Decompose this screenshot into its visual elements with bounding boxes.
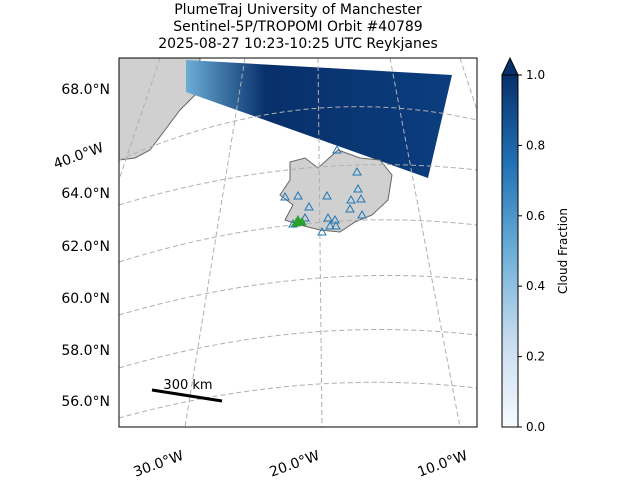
scale-bar-label: 300 km bbox=[163, 378, 212, 393]
lat-label: 62.0°N bbox=[61, 239, 110, 255]
colorbar-tick-label: 0.2 bbox=[526, 350, 545, 364]
volcano-marker bbox=[317, 226, 327, 236]
source-marker bbox=[297, 216, 307, 226]
lon-label: 20.0°W bbox=[267, 448, 321, 480]
cloud-swath bbox=[186, 60, 452, 178]
volcano-marker bbox=[346, 194, 356, 204]
volcano-marker bbox=[304, 201, 314, 211]
map-frame bbox=[118, 57, 478, 428]
colorbar-ticks: 0.0 0.2 0.4 0.6 0.8 1.0 bbox=[518, 68, 545, 434]
title-line: PlumeTraj University of Manchester bbox=[174, 2, 422, 18]
source-marker bbox=[291, 217, 301, 227]
volcano-marker bbox=[322, 190, 332, 200]
lat-label: 64.0°N bbox=[61, 186, 110, 202]
colorbar-label: Cloud Fraction bbox=[556, 208, 570, 294]
colorbar-tick-label: 0.0 bbox=[526, 420, 545, 434]
volcano-marker bbox=[345, 203, 355, 213]
colorbar-tick-label: 1.0 bbox=[526, 68, 545, 82]
volcano-marker bbox=[325, 220, 335, 230]
lat-label: 58.0°N bbox=[61, 343, 110, 359]
volcanoes bbox=[280, 144, 367, 236]
volcano-marker bbox=[293, 190, 303, 200]
volcano-marker bbox=[280, 191, 290, 201]
colorbar-tick-label: 0.6 bbox=[526, 209, 545, 223]
colorbar-tick-label: 0.4 bbox=[526, 279, 545, 293]
map bbox=[119, 58, 477, 427]
volcano-marker bbox=[356, 193, 366, 203]
volcano-marker bbox=[357, 209, 367, 219]
volcano-marker bbox=[352, 166, 362, 176]
lat-label: 56.0°N bbox=[61, 394, 110, 410]
title-line: Sentinel-5P/TROPOMI Orbit #40789 bbox=[173, 19, 422, 35]
volcano-marker bbox=[332, 144, 342, 154]
lon-label: 30.0°W bbox=[131, 448, 185, 480]
lon-label: 10.0°W bbox=[415, 448, 469, 480]
volcano-marker bbox=[300, 212, 310, 222]
lon-label: 40.0°W bbox=[51, 140, 105, 173]
lat-label: 68.0°N bbox=[61, 82, 110, 98]
scale-bar bbox=[151, 388, 223, 403]
volcano-marker bbox=[331, 220, 341, 230]
colorbar-tick-label: 0.8 bbox=[526, 138, 545, 152]
volcano-marker bbox=[323, 212, 333, 222]
colorbar bbox=[501, 74, 519, 428]
colorbar-extend bbox=[501, 56, 519, 76]
volcano-marker bbox=[353, 183, 363, 193]
title-line: 2025-08-27 10:23-10:25 UTC Reykjanes bbox=[158, 36, 438, 52]
lat-label: 60.0°N bbox=[61, 291, 110, 307]
